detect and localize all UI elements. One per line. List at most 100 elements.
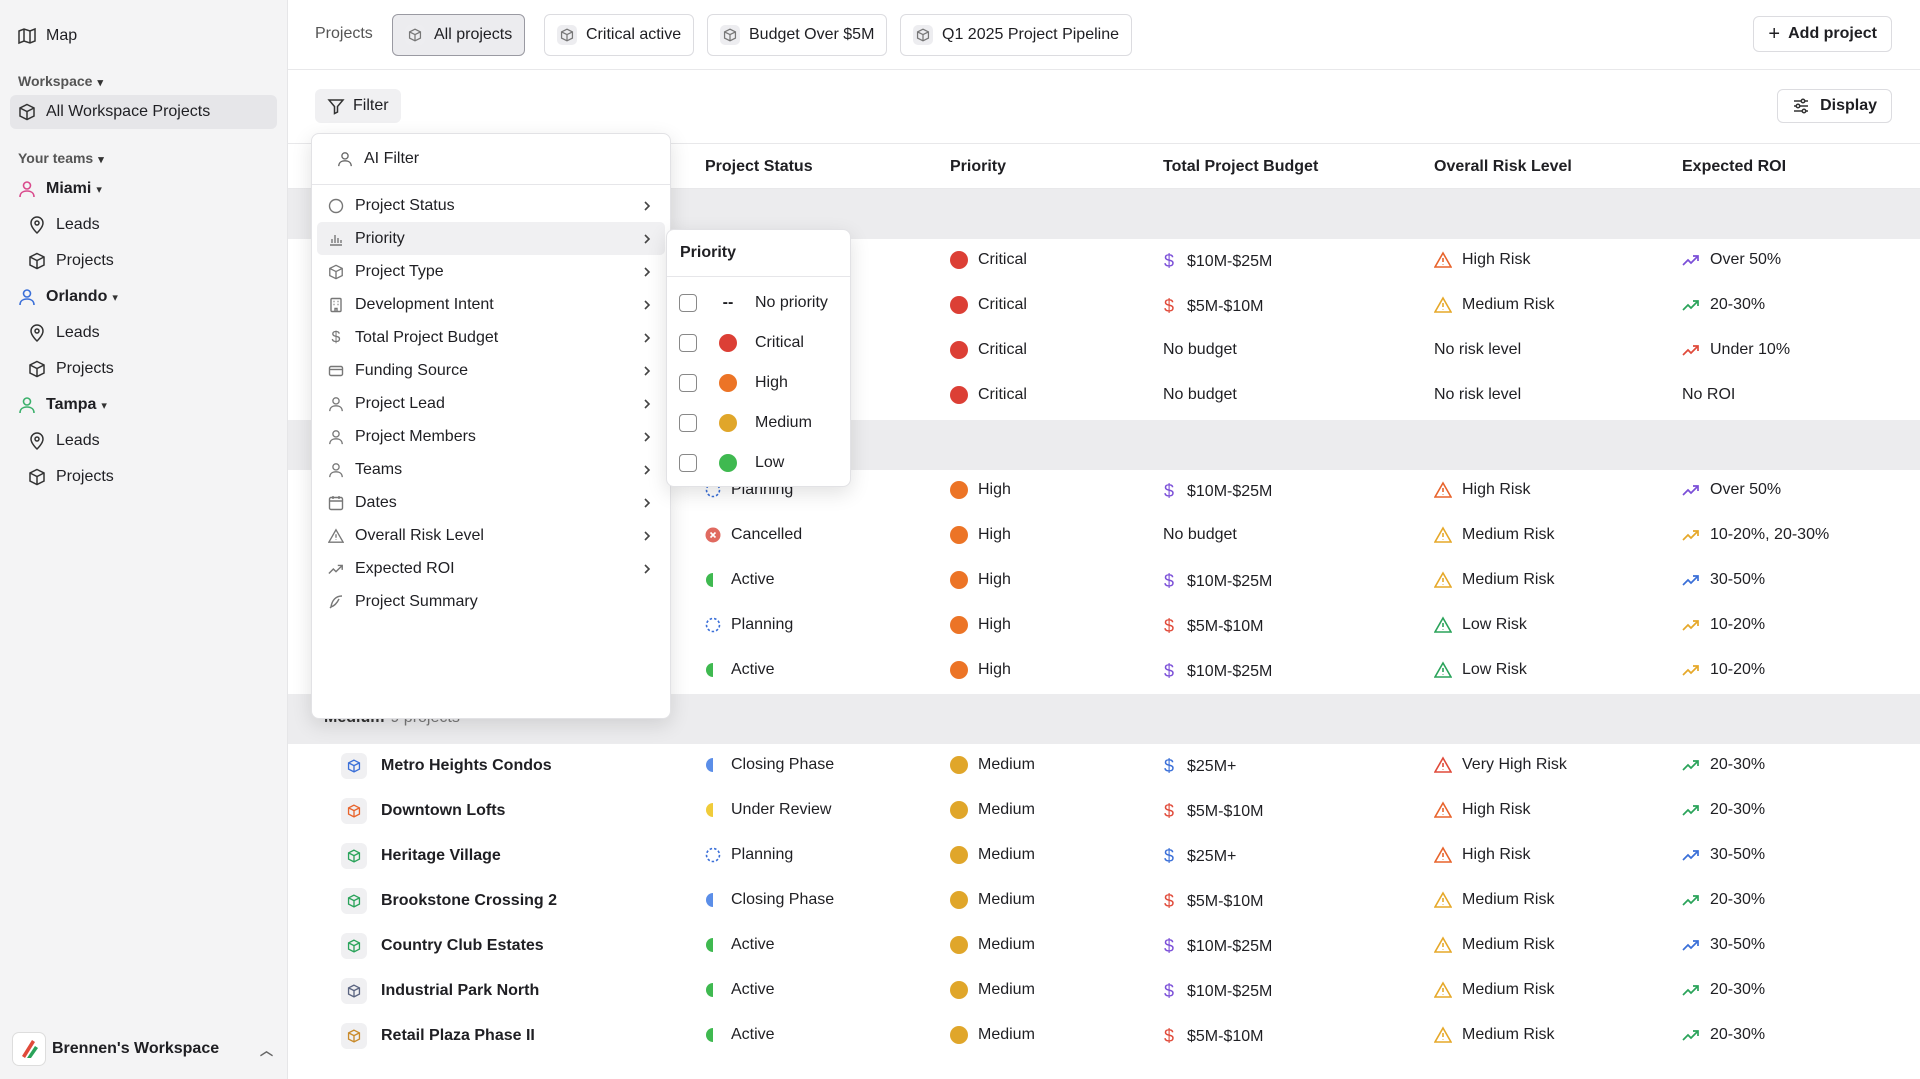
risk-cell[interactable]: No risk level — [1434, 386, 1521, 404]
menu-item-priority[interactable]: Priority — [317, 222, 665, 255]
risk-cell[interactable]: Medium Risk — [1434, 571, 1554, 589]
team-tampa[interactable]: Tampa ▾ — [10, 388, 277, 422]
menu-item-project-type[interactable]: Project Type — [317, 255, 665, 288]
menu-item-total-project-budget[interactable]: $ Total Project Budget — [317, 321, 665, 354]
roi-cell[interactable]: 20-30% — [1682, 891, 1765, 909]
table-row[interactable]: Cancelled High No budget Medium Risk 10-20%,… — [288, 514, 1920, 559]
budget-cell[interactable]: $ $10M-$25M — [1163, 981, 1272, 1002]
project-name-cell[interactable]: Brookstone Crossing 2 — [341, 888, 557, 914]
priority-cell[interactable]: Medium — [950, 756, 1035, 774]
budget-cell[interactable]: $ $5M-$10M — [1163, 616, 1264, 637]
checkbox[interactable] — [679, 334, 697, 352]
sidebar-item-orlando-projects[interactable]: Projects — [10, 352, 277, 386]
your-teams-section-header[interactable]: Your teams ▾ — [18, 150, 104, 166]
budget-cell[interactable]: $ $5M-$10M — [1163, 891, 1264, 912]
team-miami[interactable]: Miami ▾ — [10, 172, 277, 206]
roi-cell[interactable]: Under 10% — [1682, 341, 1790, 359]
table-row[interactable]: Critical No budget No risk level No ROI — [288, 374, 1920, 419]
table-row[interactable]: Active High $ $10M-$25M Low Risk 10-20% — [288, 649, 1920, 694]
menu-item-ai-filter[interactable]: AI Filter — [326, 140, 665, 178]
priority-cell[interactable]: Medium — [950, 1026, 1035, 1044]
budget-cell[interactable]: $ $10M-$25M — [1163, 571, 1272, 592]
column-header-risk[interactable]: Overall Risk Level — [1434, 158, 1572, 175]
roi-cell[interactable]: 10-20% — [1682, 616, 1765, 634]
table-row[interactable]: Downtown Lofts Under Review Medium $ $5M-$10… — [288, 789, 1920, 834]
menu-item-teams[interactable]: Teams — [317, 453, 665, 486]
table-row[interactable]: Active High $ $10M-$25M Medium Risk 30-50% — [288, 559, 1920, 604]
table-row[interactable]: Industrial Park North Active Medium $ $10M-$… — [288, 969, 1920, 1014]
priority-cell[interactable]: Critical — [950, 386, 1027, 404]
budget-cell[interactable]: No budget — [1163, 526, 1237, 544]
sidebar-item-miami-leads[interactable]: Leads — [10, 208, 277, 242]
column-header-priority[interactable]: Priority — [950, 158, 1007, 175]
priority-cell[interactable]: High — [950, 571, 1011, 589]
budget-cell[interactable]: No budget — [1163, 341, 1237, 359]
table-row[interactable]: Critical $ $10M-$25M High Risk Over 50% — [288, 239, 1920, 284]
roi-cell[interactable]: No ROI — [1682, 386, 1735, 404]
team-orlando[interactable]: Orlando ▾ — [10, 280, 277, 314]
status-cell[interactable]: Active — [705, 936, 775, 954]
priority-option-critical[interactable]: Critical — [679, 325, 842, 361]
menu-item-project-status[interactable]: Project Status — [317, 189, 665, 222]
roi-cell[interactable]: Over 50% — [1682, 251, 1781, 269]
project-name-cell[interactable]: Country Club Estates — [341, 933, 544, 959]
risk-cell[interactable]: High Risk — [1434, 481, 1530, 499]
menu-item-project-lead[interactable]: Project Lead — [317, 387, 665, 420]
risk-cell[interactable]: No risk level — [1434, 341, 1521, 359]
workspace-section-header[interactable]: Workspace ▾ — [18, 73, 103, 89]
roi-cell[interactable]: 30-50% — [1682, 571, 1765, 589]
status-cell[interactable]: Cancelled — [705, 526, 802, 544]
risk-cell[interactable]: Medium Risk — [1434, 526, 1554, 544]
table-row[interactable]: Retail Plaza Phase II Active Medium $ $5M-$1… — [288, 1014, 1920, 1059]
sidebar-item-miami-projects[interactable]: Projects — [10, 244, 277, 278]
checkbox[interactable] — [679, 414, 697, 432]
risk-cell[interactable]: Low Risk — [1434, 661, 1527, 679]
status-cell[interactable]: Planning — [705, 616, 793, 634]
project-name-cell[interactable]: Downtown Lofts — [341, 798, 505, 824]
table-row[interactable]: Heritage Village Planning Medium $ $25M+ High… — [288, 834, 1920, 879]
risk-cell[interactable]: Medium Risk — [1434, 1026, 1554, 1044]
menu-item-development-intent[interactable]: Development Intent — [317, 288, 665, 321]
project-name-cell[interactable]: Metro Heights Condos — [341, 753, 552, 779]
budget-cell[interactable]: No budget — [1163, 386, 1237, 404]
sidebar-item-map[interactable]: Map — [10, 19, 277, 53]
roi-cell[interactable]: 20-30% — [1682, 296, 1765, 314]
priority-cell[interactable]: High — [950, 526, 1011, 544]
tab-all-projects[interactable]: All projects — [392, 14, 526, 56]
table-row[interactable]: Planning High $ $5M-$10M Low Risk 10-20% — [288, 604, 1920, 649]
priority-cell[interactable]: Critical — [950, 251, 1027, 269]
status-cell[interactable]: Active — [705, 1026, 775, 1044]
priority-option-low[interactable]: Low — [679, 445, 842, 481]
table-row[interactable]: Country Club Estates Active Medium $ $10M-$2… — [288, 924, 1920, 969]
table-row[interactable]: Critical No budget No risk level Under 10% — [288, 329, 1920, 374]
budget-cell[interactable]: $ $25M+ — [1163, 846, 1236, 867]
sidebar-item-orlando-leads[interactable]: Leads — [10, 316, 277, 350]
column-header-budget[interactable]: Total Project Budget — [1163, 158, 1319, 175]
risk-cell[interactable]: High Risk — [1434, 801, 1530, 819]
add-project-button[interactable]: + Add project — [1753, 16, 1892, 52]
roi-cell[interactable]: Over 50% — [1682, 481, 1781, 499]
checkbox[interactable] — [679, 294, 697, 312]
priority-cell[interactable]: Medium — [950, 891, 1035, 909]
tab-q1-2025-pipeline[interactable]: Q1 2025 Project Pipeline — [900, 14, 1132, 56]
risk-cell[interactable]: Low Risk — [1434, 616, 1527, 634]
priority-cell[interactable]: High — [950, 481, 1011, 499]
tab-budget-over-5m[interactable]: Budget Over $5M — [707, 14, 888, 56]
budget-cell[interactable]: $ $10M-$25M — [1163, 661, 1272, 682]
tab-critical-active[interactable]: Critical active — [544, 14, 695, 56]
menu-item-overall-risk-level[interactable]: Overall Risk Level — [317, 519, 665, 552]
roi-cell[interactable]: 10-20%, 20-30% — [1682, 526, 1829, 544]
roi-cell[interactable]: 30-50% — [1682, 846, 1765, 864]
priority-cell[interactable]: Critical — [950, 296, 1027, 314]
column-header-roi[interactable]: Expected ROI — [1682, 158, 1787, 175]
project-name-cell[interactable]: Industrial Park North — [341, 978, 539, 1004]
roi-cell[interactable]: 20-30% — [1682, 801, 1765, 819]
roi-cell[interactable]: 20-30% — [1682, 1026, 1765, 1044]
checkbox[interactable] — [679, 374, 697, 392]
status-cell[interactable]: Planning — [705, 846, 793, 864]
column-header-status[interactable]: Project Status — [705, 158, 813, 175]
budget-cell[interactable]: $ $5M-$10M — [1163, 1026, 1264, 1047]
menu-item-project-summary[interactable]: Project Summary — [317, 585, 665, 618]
status-cell[interactable]: Active — [705, 661, 775, 679]
budget-cell[interactable]: $ $5M-$10M — [1163, 296, 1264, 317]
